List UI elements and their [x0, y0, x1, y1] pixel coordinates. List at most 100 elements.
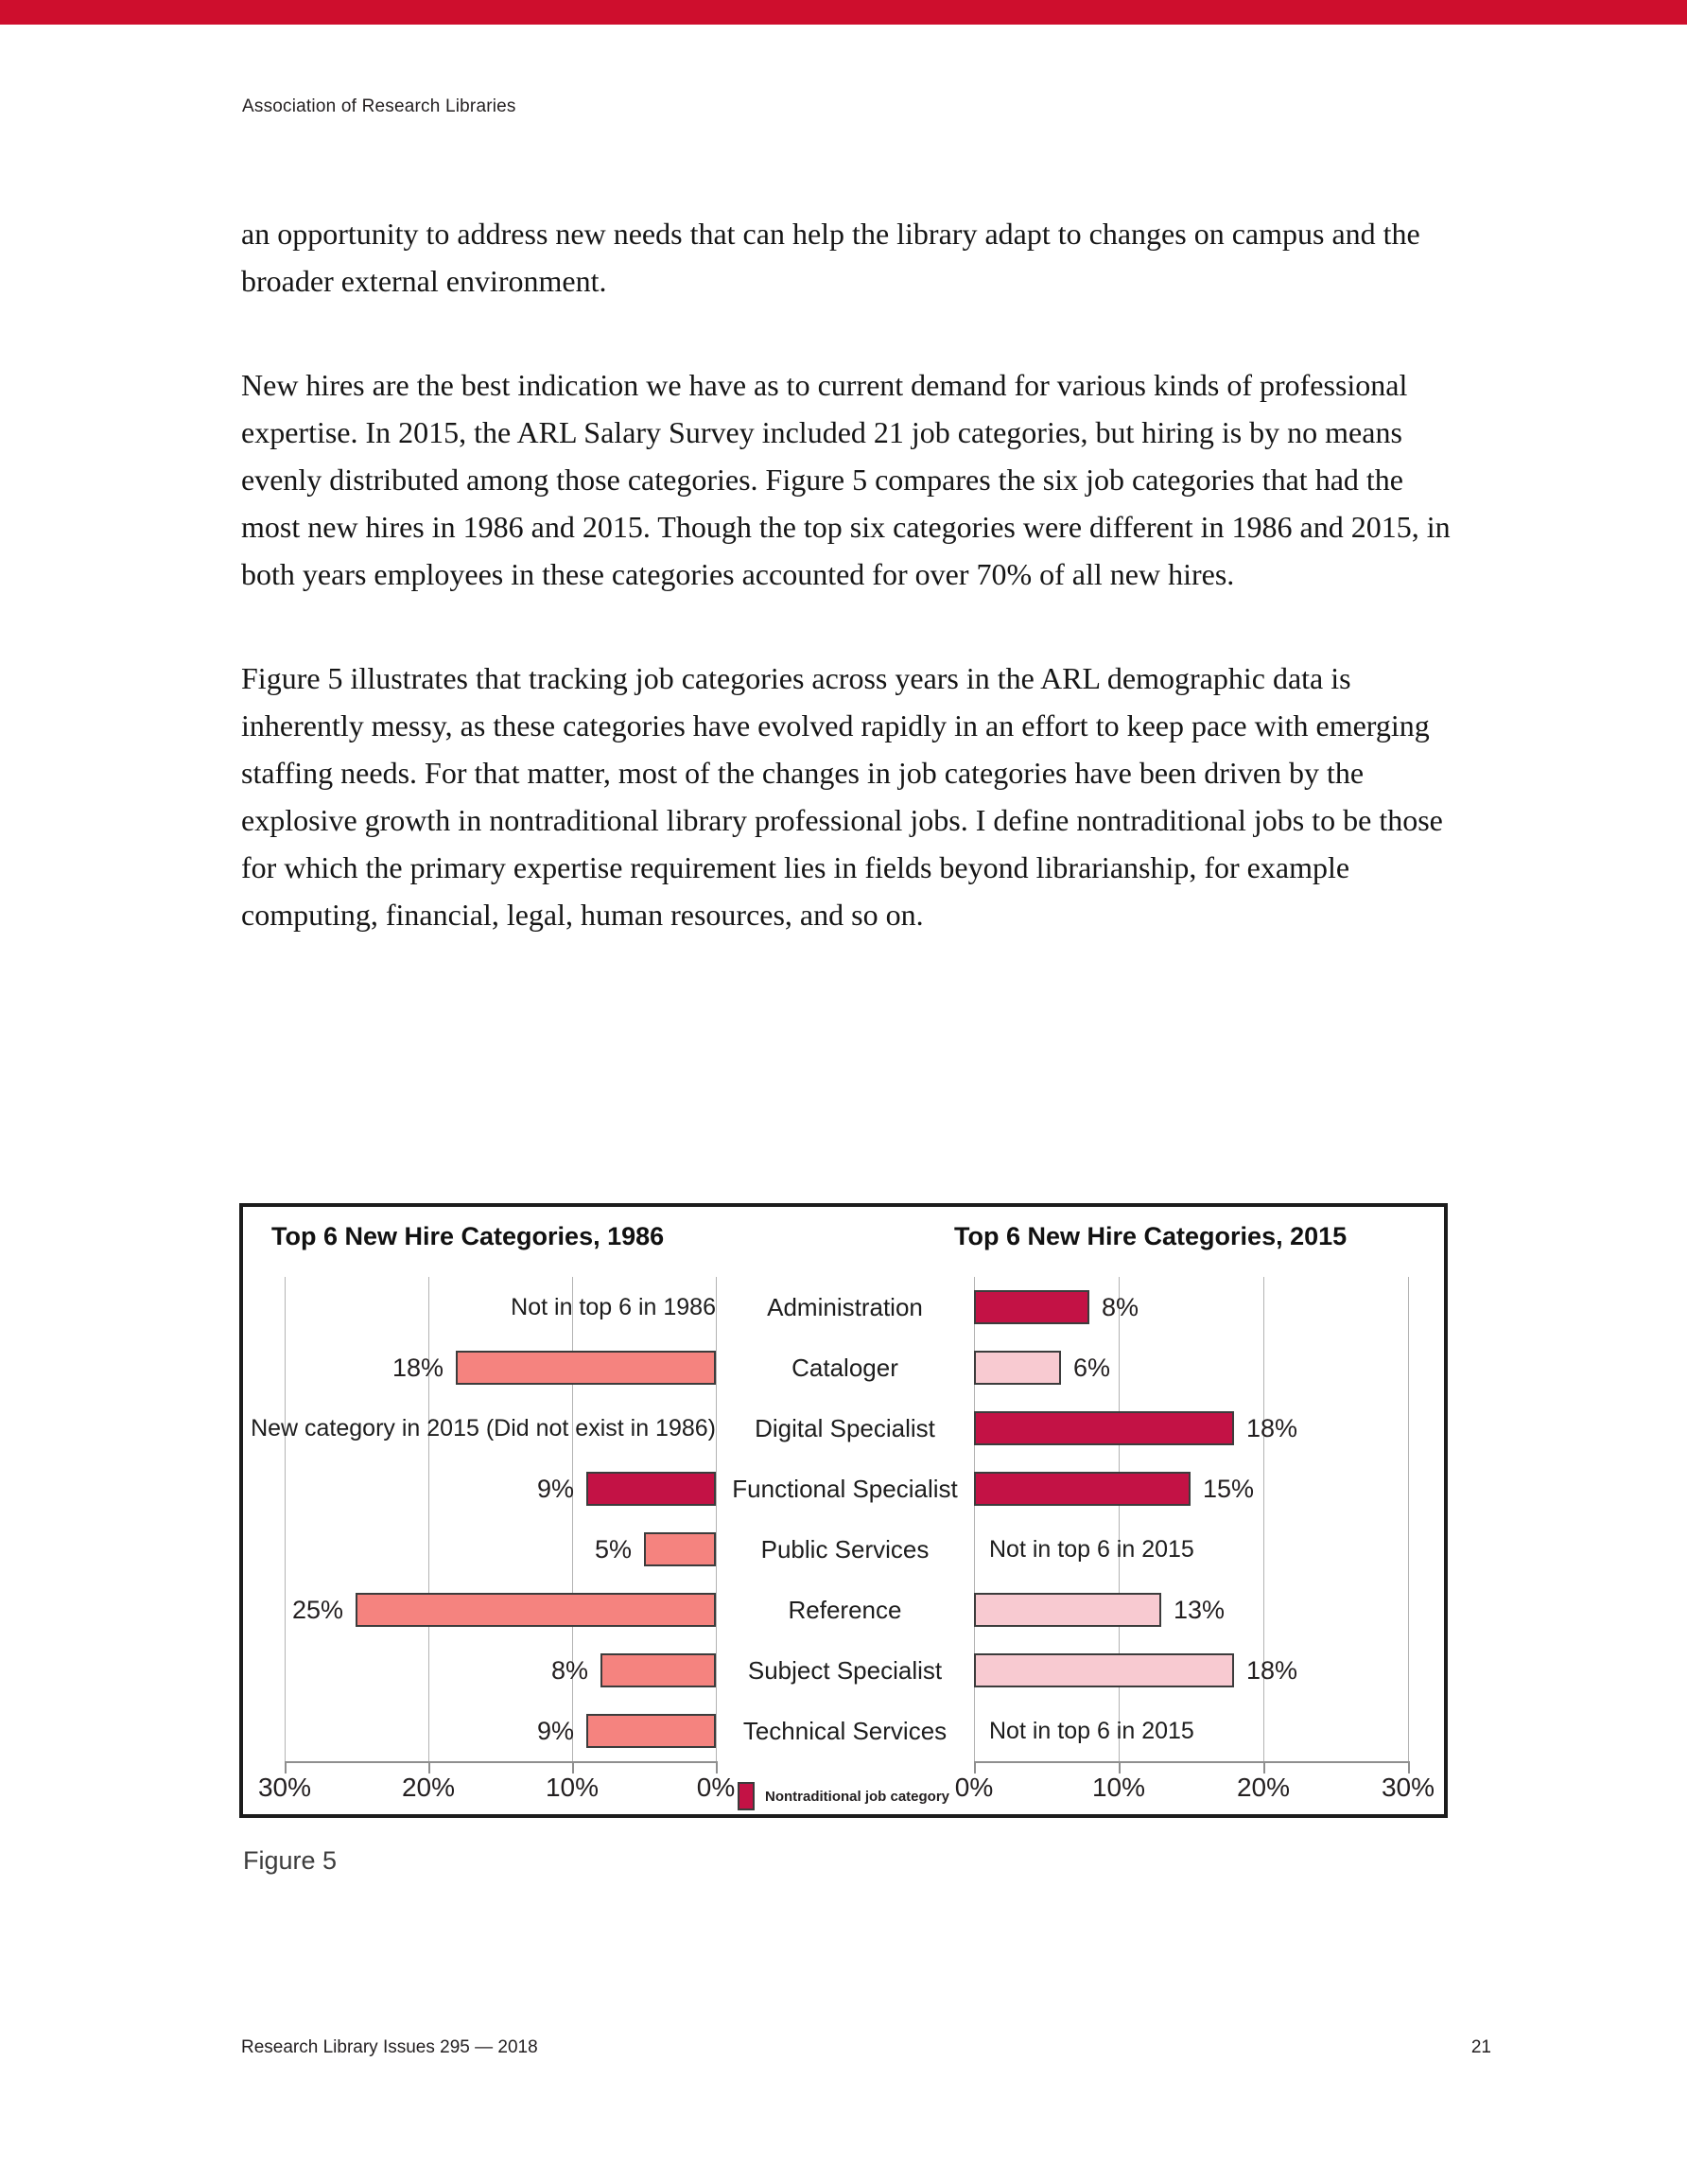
chart-legend: Nontraditional job category	[738, 1782, 949, 1810]
bar-zone-1986: 9%	[285, 1701, 716, 1761]
category-label: Administration	[767, 1292, 923, 1321]
tick-label-2015-0: 0%	[954, 1773, 994, 1802]
legend-label: Nontraditional job category	[765, 1788, 950, 1805]
chart-row-digital-specialist: New category in 2015 (Did not exist in 1…	[243, 1398, 1444, 1459]
tick-label-1986-30: 30%	[257, 1773, 312, 1802]
value-label: 6%	[1073, 1353, 1111, 1382]
value-label: 18%	[1246, 1655, 1298, 1685]
bar-zone-2015: 15%	[974, 1459, 1418, 1519]
bar-zone-2015: Not in top 6 in 2015	[974, 1519, 1418, 1580]
bar-zone-2015: Not in top 6 in 2015	[974, 1701, 1418, 1761]
axis-tick	[1408, 1761, 1410, 1773]
bar-1986	[586, 1714, 716, 1748]
paragraph: Figure 5 illustrates that tracking job c…	[241, 661, 1443, 932]
chart-row-administration: Not in top 6 in 1986 Administration 8%	[243, 1277, 1444, 1337]
bar-2015	[974, 1351, 1061, 1385]
chart-row-public-services: 5% Public Services Not in top 6 in 2015	[243, 1519, 1444, 1580]
value-label: 5%	[594, 1534, 632, 1564]
bar-zone-2015: 18%	[974, 1398, 1418, 1459]
axis-tick	[1263, 1761, 1265, 1773]
bar-zone-1986: 9%	[285, 1459, 716, 1519]
bar-2015	[974, 1290, 1089, 1324]
bar-zone-1986: 5%	[285, 1519, 716, 1580]
category-label-zone: Public Services	[716, 1519, 974, 1580]
tick-label-2015-20: 20%	[1236, 1773, 1291, 1802]
axis-tick	[285, 1761, 287, 1773]
bar-zone-2015: 18%	[974, 1640, 1418, 1701]
category-label: Digital Specialist	[755, 1413, 935, 1442]
category-label: Cataloger	[791, 1353, 898, 1382]
tick-label-1986-0: 0%	[696, 1773, 736, 1802]
category-label-zone: Administration	[716, 1277, 974, 1337]
bar-1986	[600, 1653, 716, 1687]
chart-title-2015: Top 6 New Hire Categories, 2015	[954, 1222, 1348, 1250]
bar-zone-2015: 13%	[974, 1580, 1418, 1640]
note-label: Not in top 6 in 2015	[989, 1717, 1194, 1744]
category-label: Functional Specialist	[732, 1474, 958, 1503]
category-label: Technical Services	[742, 1716, 948, 1745]
chart-row-cataloger: 18% Cataloger 6%	[243, 1337, 1444, 1398]
chart-row-reference: 25% Reference 13%	[243, 1580, 1444, 1640]
value-label: 9%	[536, 1474, 574, 1503]
bar-1986	[586, 1472, 716, 1506]
chart-row-functional-specialist: 9% Functional Specialist 15%	[243, 1459, 1444, 1519]
figure-caption: Figure 5	[243, 1846, 338, 1875]
gridline-1986-30	[285, 1277, 286, 1761]
category-label-zone: Cataloger	[716, 1337, 974, 1398]
category-label-zone: Subject Specialist	[716, 1640, 974, 1701]
category-label-zone: Technical Services	[716, 1701, 974, 1761]
value-label: 18%	[391, 1353, 443, 1382]
page-accent-bar	[0, 0, 1687, 25]
figure-5-chart: Top 6 New Hire Categories, 1986 Top 6 Ne…	[239, 1203, 1448, 1818]
body-text: an opportunity to address new needs that…	[241, 210, 1461, 995]
axis-tick	[974, 1761, 976, 1773]
gridline-1986-20	[428, 1277, 429, 1761]
bar-zone-1986: New category in 2015 (Did not exist in 1…	[251, 1398, 716, 1459]
bar-2015	[974, 1472, 1191, 1506]
value-label: 8%	[1102, 1292, 1139, 1321]
chart-row-technical-services: 9% Technical Services Not in top 6 in 20…	[243, 1701, 1444, 1761]
category-label-zone: Functional Specialist	[716, 1459, 974, 1519]
chart-row-subject-specialist: 8% Subject Specialist 18%	[243, 1640, 1444, 1701]
axis-tick	[716, 1761, 718, 1773]
bar-zone-1986: 8%	[285, 1640, 716, 1701]
note-label: New category in 2015 (Did not exist in 1…	[251, 1414, 716, 1441]
value-label: 25%	[291, 1595, 343, 1624]
value-label: 13%	[1174, 1595, 1226, 1624]
category-label: Subject Specialist	[747, 1655, 943, 1685]
tick-label-2015-30: 30%	[1381, 1773, 1435, 1802]
gridline-2015-20	[1263, 1277, 1264, 1761]
legend-swatch-nontraditional	[738, 1782, 755, 1810]
gridline-2015-0	[974, 1277, 975, 1761]
figure-inner: Top 6 New Hire Categories, 1986 Top 6 Ne…	[243, 1207, 1444, 1814]
bar-1986	[456, 1351, 716, 1385]
note-label: Not in top 6 in 2015	[989, 1535, 1194, 1563]
chart-title-1986: Top 6 New Hire Categories, 1986	[271, 1222, 665, 1250]
bar-1986	[356, 1593, 716, 1627]
axis-tick	[572, 1761, 574, 1773]
tick-label-1986-20: 20%	[401, 1773, 456, 1802]
gridline-1986-0	[716, 1277, 717, 1761]
tick-label-2015-10: 10%	[1091, 1773, 1146, 1802]
category-label: Public Services	[760, 1534, 930, 1564]
category-label-zone: Reference	[716, 1580, 974, 1640]
bar-zone-2015: 6%	[974, 1337, 1418, 1398]
bar-zone-2015: 8%	[974, 1277, 1418, 1337]
value-label: 8%	[550, 1655, 588, 1685]
axis-tick	[428, 1761, 430, 1773]
value-label: 9%	[536, 1716, 574, 1745]
note-label: Not in top 6 in 1986	[511, 1293, 716, 1320]
bar-zone-1986: 18%	[285, 1337, 716, 1398]
bar-1986	[644, 1532, 716, 1566]
axis-tick	[1119, 1761, 1121, 1773]
bar-zone-1986: 25%	[285, 1580, 716, 1640]
bar-zone-1986: Not in top 6 in 1986	[285, 1277, 716, 1337]
category-label-zone: Digital Specialist	[716, 1398, 974, 1459]
tick-label-1986-10: 10%	[545, 1773, 600, 1802]
gridline-2015-30	[1408, 1277, 1409, 1761]
chart-rows: Not in top 6 in 1986 Administration 8% 1…	[243, 1277, 1444, 1761]
page-footer: Research Library Issues 295 — 2018 21	[241, 2037, 1491, 2058]
value-label: 18%	[1246, 1413, 1298, 1442]
paragraph: New hires are the best indication we hav…	[241, 368, 1451, 591]
